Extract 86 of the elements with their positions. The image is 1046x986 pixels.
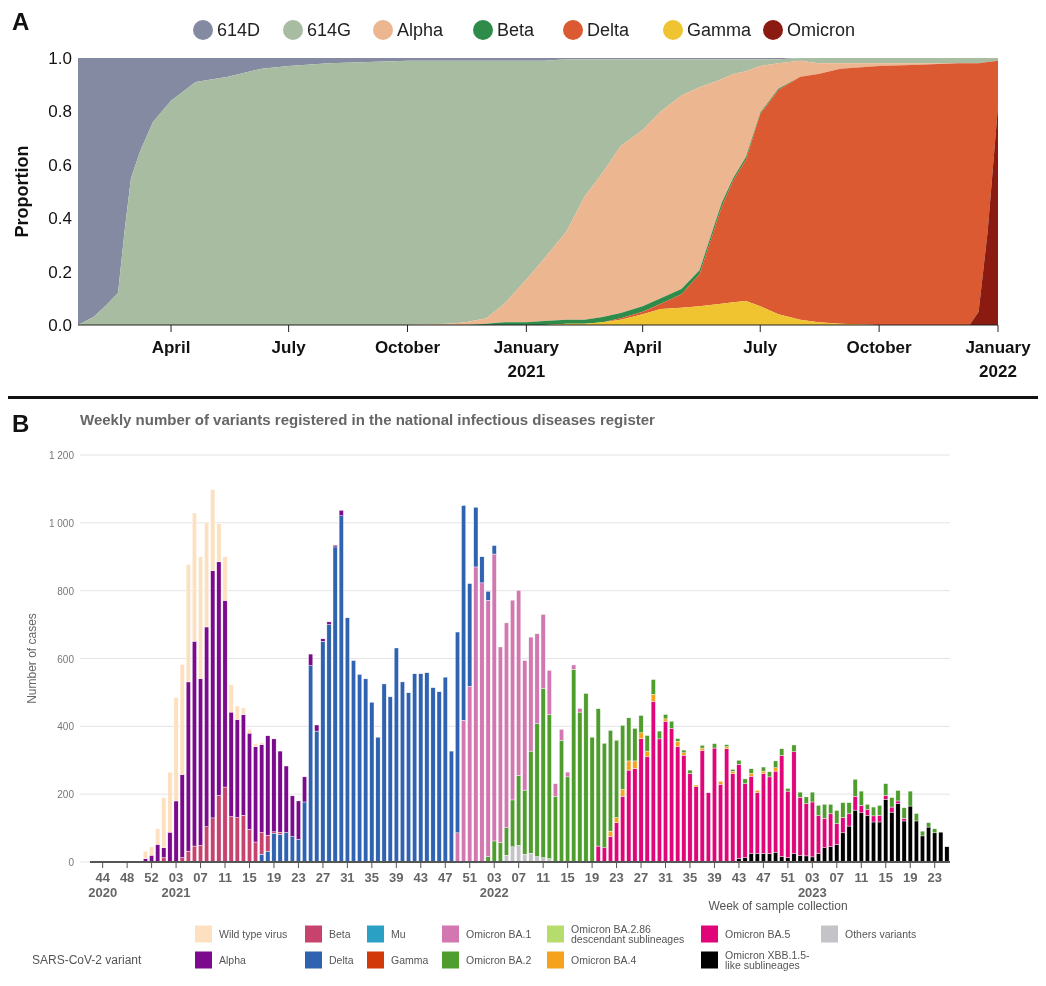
x-tick-label: 47 (438, 870, 453, 885)
x-tick-label: July (743, 338, 778, 357)
x-tick-label: 27 (633, 870, 649, 885)
y-tick-label: 0.2 (48, 262, 72, 282)
y-tick-label: 0.0 (48, 316, 72, 335)
x-tick-label: April (151, 338, 191, 357)
x-tick-label: October (374, 338, 441, 357)
x-tick-label: 07 (193, 870, 208, 885)
y-tick-label: 0 (68, 857, 75, 868)
x-tick-label: 35 (364, 870, 380, 885)
y-tick-label: 600 (57, 653, 75, 665)
x-tick-label: 51 (462, 870, 477, 885)
text: B (12, 410, 30, 437)
x-tick-label: 11 (218, 870, 232, 885)
x-tick-label: 39 (707, 870, 722, 885)
x-tick-label: 31 (340, 870, 355, 885)
x-tick-label: 11 (536, 870, 551, 885)
y-tick-label: 1.0 (48, 49, 72, 68)
legend-label: Gamma (687, 20, 752, 40)
x-tick-label: 03 2023 (797, 870, 827, 900)
y-axis-title: Proportion (12, 145, 32, 238)
legend-label: Others variants (845, 928, 917, 940)
x-tick-label: 03 2021 (161, 870, 191, 900)
x-tick-label: April (623, 338, 663, 357)
x-tick-label: 31 (658, 870, 673, 885)
y-tick-label: 0.6 (48, 155, 72, 175)
legend-label: 614D (217, 20, 261, 40)
y-tick-label: 200 (57, 789, 75, 801)
x-tick-label: 39 (389, 870, 404, 885)
legend-label: 614G (307, 20, 352, 40)
legend-label: Omicron BA.5 (725, 928, 791, 940)
x-tick-label: 43 (731, 870, 747, 885)
x-tick-label: 23 (609, 870, 624, 885)
x-tick-label: 15 (242, 870, 257, 885)
x-tick-label: 43 (413, 870, 429, 885)
legend-label: Alpha (219, 954, 247, 966)
legend-label: Gamma (391, 954, 429, 966)
x-tick-label: 23 (927, 870, 942, 885)
legend-label: Omicron XBB.1.5-like sublineages (725, 948, 811, 971)
x-tick-label: 51 (780, 870, 796, 885)
x-tick-label: 52 (144, 870, 159, 885)
legend-label: Alpha (397, 20, 445, 40)
y-tick-label: 0.4 (48, 209, 72, 229)
x-tick-label: 19 (903, 870, 918, 885)
y-tick-label: 0.8 (48, 102, 72, 122)
x-tick-label: 19 (584, 870, 600, 885)
x-tick-label: 11 (854, 870, 869, 885)
legend-title: SARS-CoV-2 variant (32, 953, 143, 967)
x-tick-label: 27 (315, 870, 331, 885)
bar (883, 783, 889, 796)
y-tick-label: 400 (57, 721, 75, 733)
x-tick-label: 47 (756, 870, 771, 885)
legend-label: Mu (391, 928, 406, 940)
x-tick-label: 48 (119, 870, 135, 885)
x-tick-label: 35 (682, 870, 698, 885)
legend-label: Delta (587, 20, 631, 40)
legend-label: Omicron BA.2 (466, 954, 532, 966)
x-tick-label: 03 2022 (479, 870, 509, 900)
legend-label: Beta (329, 928, 351, 940)
x-tick-label: 19 (266, 870, 282, 885)
bar (748, 768, 754, 774)
x-tick-label: January 2021 (493, 338, 560, 381)
y-tick-label: 1 200 (48, 450, 75, 461)
y-axis-title: Number of cases (25, 613, 39, 704)
x-tick-label: July (271, 338, 307, 357)
x-tick-label: January 2022 (965, 338, 1032, 381)
chart-title: Weekly number of variants registered in the national infectious diseases register (80, 411, 656, 428)
legend-label: Omicron BA.1 (466, 928, 532, 940)
legend-label: Omicron BA.4 (571, 954, 637, 966)
x-tick-label: 23 (291, 870, 306, 885)
y-tick-label: 1 000 (48, 517, 75, 529)
legend-label: Beta (497, 20, 536, 40)
legend-label: Delta (329, 954, 354, 966)
x-tick-label: 07 (829, 870, 845, 885)
legend-label: Omicron BA.2.86 descendant sublineages (571, 922, 685, 945)
legend-label: Omicron (787, 20, 856, 40)
bar (663, 714, 668, 720)
x-tick-label: 15 (878, 870, 893, 885)
x-axis-title: Week of sample collection (708, 899, 848, 913)
text: A (12, 8, 30, 35)
x-tick-label: 15 (560, 870, 575, 885)
x-tick-label: 07 (511, 870, 526, 885)
legend-label: Wild type virus (219, 928, 288, 940)
x-tick-label: 44 2020 (88, 870, 118, 900)
x-tick-label: October (846, 338, 913, 357)
y-tick-label: 800 (57, 585, 75, 597)
